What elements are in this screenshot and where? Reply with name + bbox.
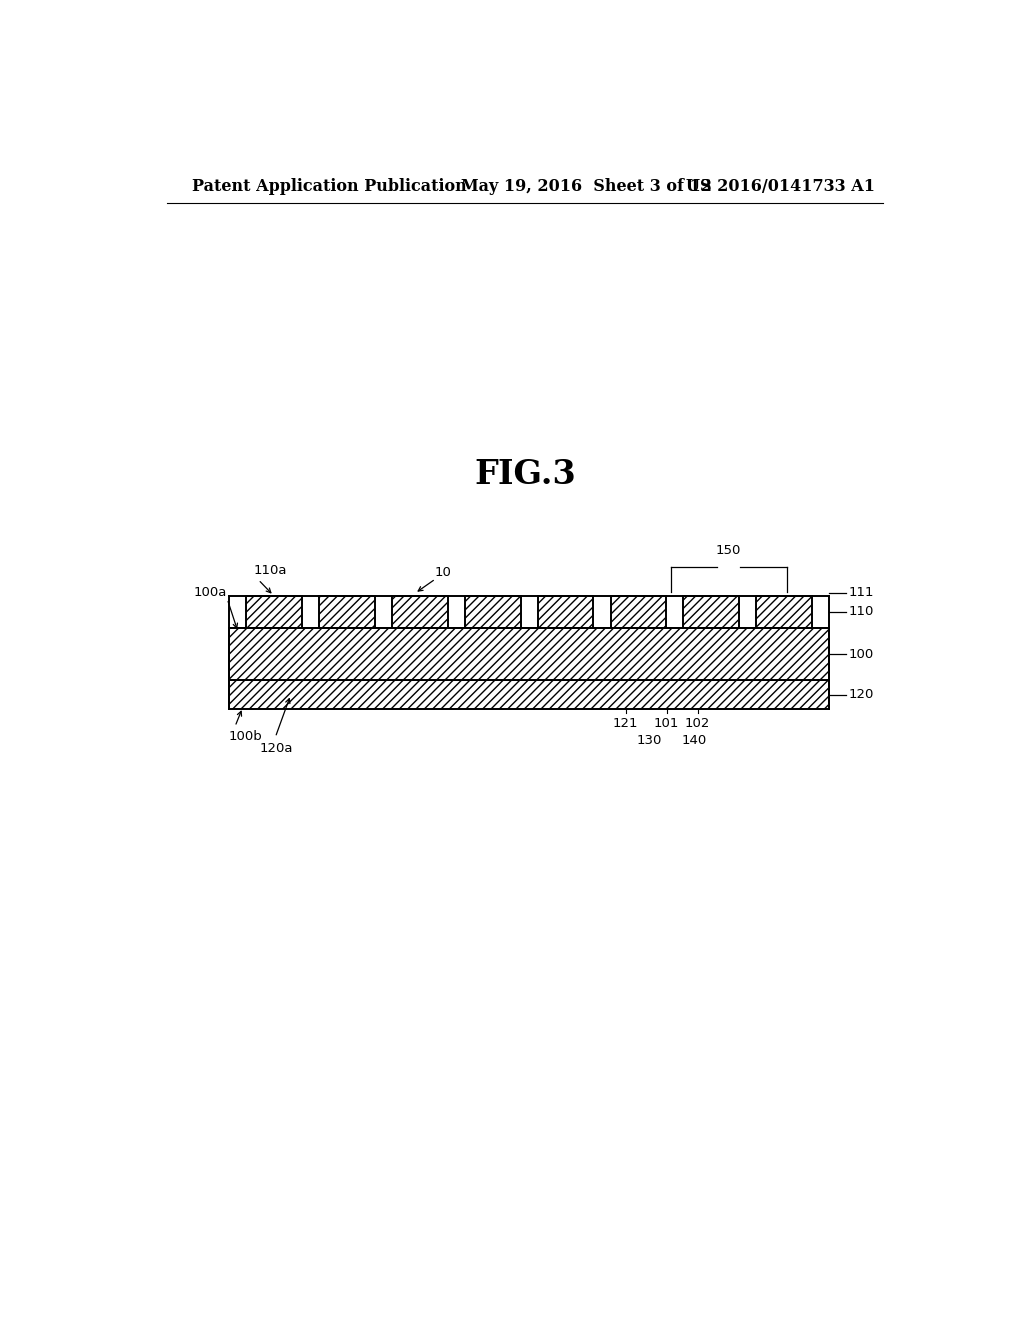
Bar [610,595,667,628]
Text: 140: 140 [681,734,707,747]
Bar [318,595,375,628]
Text: Patent Application Publication: Patent Application Publication [191,178,466,194]
Text: US 2016/0141733 A1: US 2016/0141733 A1 [686,178,874,194]
Text: 111: 111 [849,586,874,599]
Text: 120a: 120a [260,742,293,755]
Text: 10: 10 [434,566,451,579]
Text: May 19, 2016  Sheet 3 of 12: May 19, 2016 Sheet 3 of 12 [461,178,713,194]
Bar [538,595,594,628]
Text: FIG.3: FIG.3 [474,458,575,491]
Text: 121: 121 [612,717,638,730]
Text: 100: 100 [849,648,874,661]
Text: 120: 120 [849,688,874,701]
Text: 100b: 100b [228,730,262,743]
Text: 100a: 100a [194,586,227,599]
Text: 110a: 110a [254,564,287,577]
Bar [228,628,829,681]
Bar [465,595,520,628]
Text: 110: 110 [849,606,874,619]
Text: 130: 130 [637,734,663,747]
Text: 102: 102 [685,717,711,730]
Bar [392,595,447,628]
Bar [683,595,739,628]
Text: 150: 150 [716,544,741,557]
Text: 101: 101 [654,717,679,730]
Bar [757,595,812,628]
Bar [246,595,302,628]
Bar [228,681,829,709]
